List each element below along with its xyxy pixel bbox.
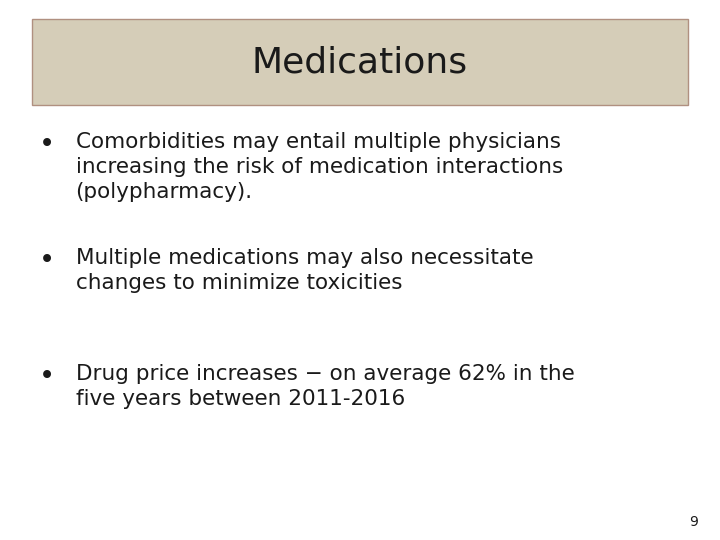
Text: 9: 9	[690, 515, 698, 529]
Text: Medications: Medications	[252, 45, 468, 79]
Text: •: •	[39, 364, 55, 390]
Text: •: •	[39, 132, 55, 158]
Text: Comorbidities may entail multiple physicians
increasing the risk of medication i: Comorbidities may entail multiple physic…	[76, 132, 563, 202]
Text: Multiple medications may also necessitate
changes to minimize toxicities: Multiple medications may also necessitat…	[76, 248, 534, 293]
FancyBboxPatch shape	[32, 19, 688, 105]
Text: •: •	[39, 248, 55, 274]
Text: Drug price increases − on average 62% in the
five years between 2011-2016: Drug price increases − on average 62% in…	[76, 364, 575, 409]
